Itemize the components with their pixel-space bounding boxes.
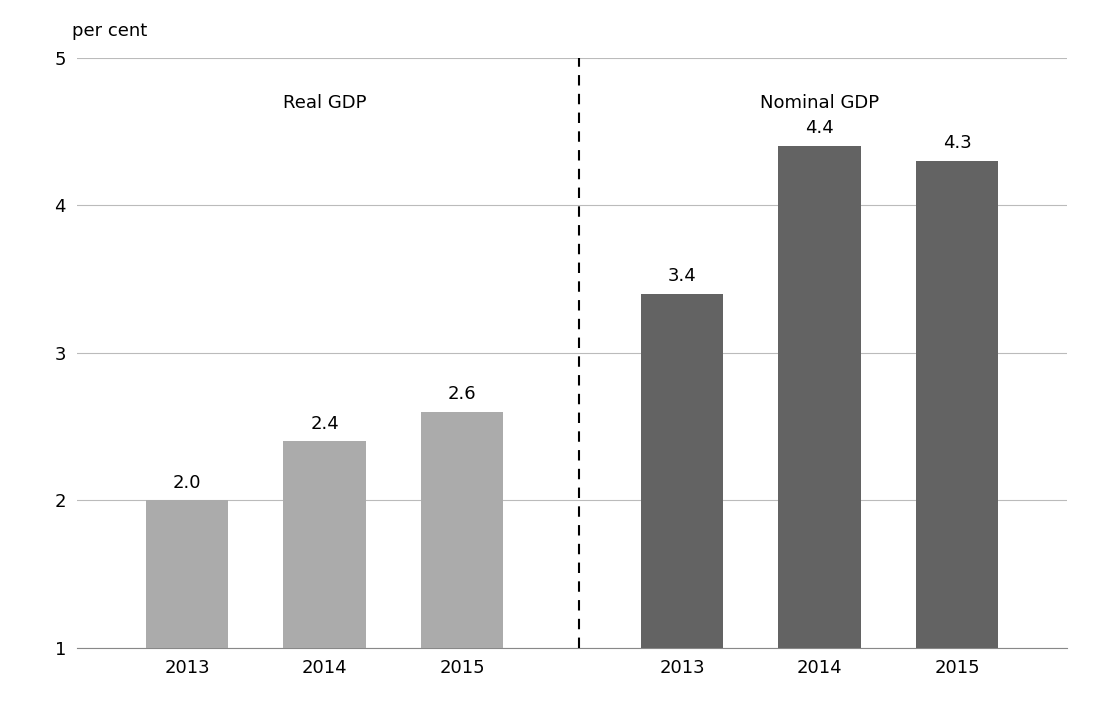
Text: 4.4: 4.4 [805,120,834,138]
Bar [640,294,724,648]
Text: 2.6: 2.6 [448,385,476,403]
Text: Nominal GDP: Nominal GDP [760,94,879,112]
Text: 3.4: 3.4 [668,267,696,285]
Text: Real GDP: Real GDP [283,94,366,112]
Text: 2.0: 2.0 [173,474,201,492]
Bar [779,146,860,648]
Text: per cent: per cent [72,22,146,40]
Bar [421,412,504,648]
Bar [915,161,999,648]
Bar [145,500,229,648]
Bar [284,441,365,648]
Text: 4.3: 4.3 [943,134,971,152]
Text: 2.4: 2.4 [310,415,339,433]
